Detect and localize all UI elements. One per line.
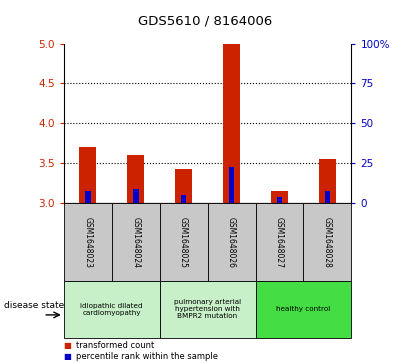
Text: percentile rank within the sample: percentile rank within the sample [76,352,218,361]
Text: transformed count: transformed count [76,341,154,350]
Text: GSM1648025: GSM1648025 [179,217,188,268]
Text: GDS5610 / 8164006: GDS5610 / 8164006 [139,15,272,28]
Bar [181,195,187,203]
Bar [319,159,336,203]
Text: pulmonary arterial
hypertension with
BMPR2 mutation: pulmonary arterial hypertension with BMP… [174,299,241,319]
Bar [271,191,288,203]
Text: GSM1648028: GSM1648028 [323,217,332,268]
Text: ■: ■ [64,341,72,350]
Bar [229,167,234,203]
Text: GSM1648027: GSM1648027 [275,217,284,268]
Text: healthy control: healthy control [276,306,330,313]
Bar [277,197,282,203]
Bar [223,44,240,203]
Text: ■: ■ [64,352,72,361]
Text: GSM1648026: GSM1648026 [227,217,236,268]
Text: disease state: disease state [4,301,65,310]
Text: idiopathic dilated
cardiomyopathy: idiopathic dilated cardiomyopathy [80,303,143,316]
Bar [133,189,139,203]
Text: GSM1648024: GSM1648024 [131,217,140,268]
Bar [325,191,330,203]
Bar [85,191,90,203]
Bar [175,169,192,203]
Bar [79,147,96,203]
Bar [127,155,144,203]
Text: GSM1648023: GSM1648023 [83,217,92,268]
